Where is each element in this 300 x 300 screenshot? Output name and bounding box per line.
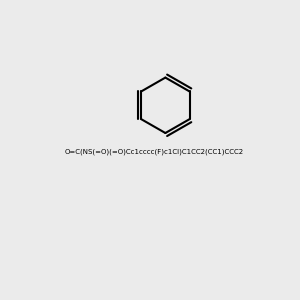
Text: O=C(NS(=O)(=O)Cc1cccc(F)c1Cl)C1CC2(CC1)CCC2: O=C(NS(=O)(=O)Cc1cccc(F)c1Cl)C1CC2(CC1)C… <box>64 148 243 155</box>
